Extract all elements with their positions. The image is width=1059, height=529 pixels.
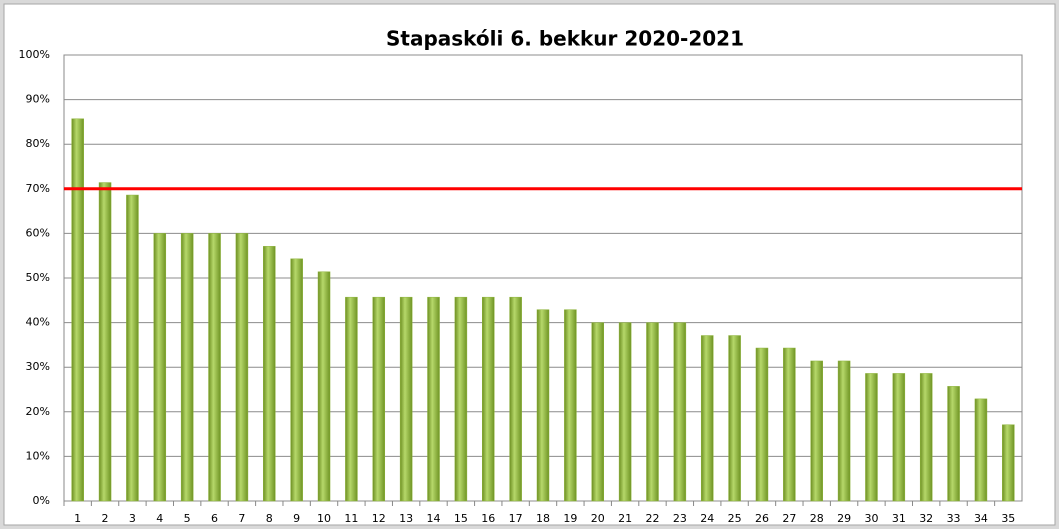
bar (564, 309, 577, 502)
x-tick-label: 28 (810, 512, 824, 525)
bar (673, 322, 687, 502)
y-tick-label: 20% (26, 405, 50, 418)
bar (1002, 424, 1015, 502)
x-tick-label: 10 (317, 512, 331, 525)
x-tick-label: 33 (947, 512, 961, 525)
bar (153, 233, 167, 502)
bar (399, 296, 413, 502)
x-tick-label: 16 (481, 512, 495, 525)
x-tick-label: 27 (782, 512, 796, 525)
x-tick-label: 32 (919, 512, 933, 525)
y-tick-label: 60% (26, 226, 50, 239)
bar (263, 246, 276, 502)
bar (345, 296, 358, 502)
bar (618, 322, 632, 502)
bar (509, 296, 522, 502)
bar (454, 296, 468, 502)
x-tick-label: 17 (509, 512, 523, 525)
x-tick-label: 2 (102, 512, 109, 525)
x-tick-label: 26 (755, 512, 769, 525)
bar (865, 373, 878, 502)
x-tick-label: 30 (864, 512, 878, 525)
bar (919, 373, 933, 502)
x-tick-label: 21 (618, 512, 632, 525)
bar (892, 373, 906, 502)
bar (646, 322, 659, 502)
x-tick-label: 20 (591, 512, 605, 525)
bar (700, 335, 714, 502)
x-tick-label: 25 (728, 512, 742, 525)
bar (372, 296, 386, 502)
x-tick-label: 22 (645, 512, 659, 525)
bar (235, 233, 249, 502)
x-tick-label: 7 (238, 512, 245, 525)
y-tick-label: 100% (19, 48, 50, 61)
bar (591, 322, 604, 502)
bar (98, 182, 112, 502)
x-tick-label: 14 (427, 512, 441, 525)
x-tick-label: 12 (372, 512, 386, 525)
x-tick-label: 18 (536, 512, 550, 525)
bar (126, 194, 139, 502)
y-tick-label: 80% (26, 137, 50, 150)
x-tick-label: 23 (673, 512, 687, 525)
y-tick-label: 50% (26, 271, 50, 284)
y-tick-label: 10% (26, 449, 50, 462)
bar (290, 258, 303, 502)
x-tick-label: 8 (266, 512, 273, 525)
x-tick-label: 15 (454, 512, 468, 525)
y-tick-label: 70% (26, 182, 50, 195)
bar (947, 386, 960, 502)
bar (536, 309, 550, 502)
bar (728, 335, 741, 502)
x-tick-label: 1 (74, 512, 81, 525)
y-tick-label: 30% (26, 360, 50, 373)
x-tick-label: 5 (184, 512, 191, 525)
x-tick-label: 3 (129, 512, 136, 525)
x-tick-label: 35 (1001, 512, 1015, 525)
bar (783, 347, 796, 502)
bar (208, 233, 221, 502)
x-tick-label: 6 (211, 512, 218, 525)
y-tick-label: 0% (33, 494, 50, 507)
x-tick-label: 19 (563, 512, 577, 525)
x-tick-label: 4 (156, 512, 163, 525)
x-tick-label: 11 (344, 512, 358, 525)
bar (810, 360, 823, 502)
x-tick-label: 9 (293, 512, 300, 525)
bar (974, 398, 988, 502)
bar (427, 296, 440, 502)
y-tick-label: 40% (26, 316, 50, 329)
x-tick-label: 13 (399, 512, 413, 525)
bar (317, 271, 331, 502)
chart-title: Stapaskóli 6. bekkur 2020-2021 (386, 27, 744, 51)
bar (837, 360, 851, 502)
y-tick-label: 90% (26, 93, 50, 106)
x-tick-label: 34 (974, 512, 988, 525)
bar (71, 118, 84, 502)
bar (755, 347, 769, 502)
x-tick-label: 31 (892, 512, 906, 525)
x-tick-label: 29 (837, 512, 851, 525)
x-tick-label: 24 (700, 512, 714, 525)
bar (180, 233, 194, 502)
bar (482, 296, 495, 502)
